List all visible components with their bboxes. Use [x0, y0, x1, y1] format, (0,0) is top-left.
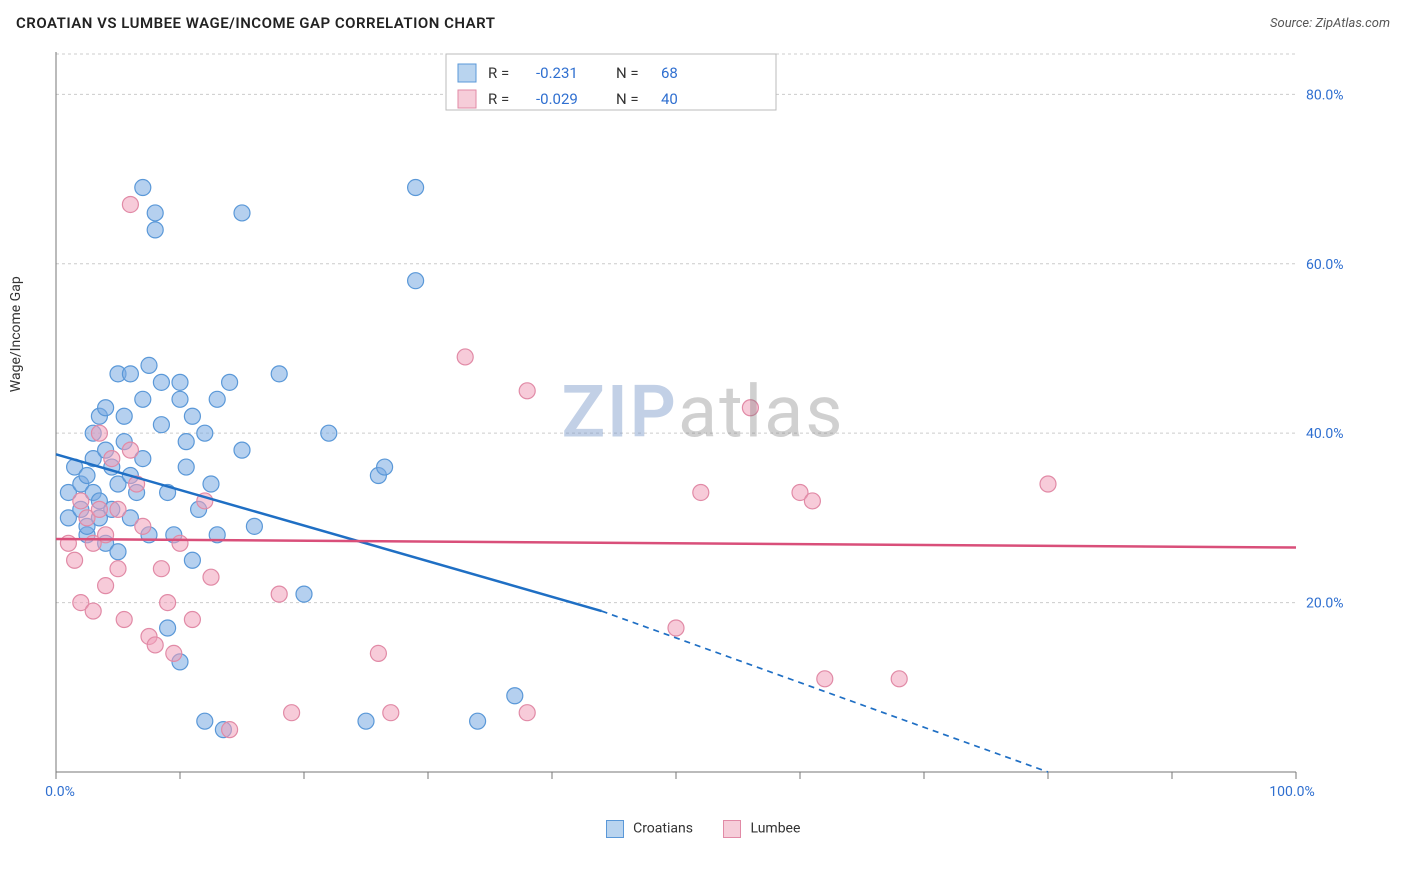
svg-text:0.0%: 0.0%	[45, 784, 75, 800]
svg-text:N =: N =	[616, 90, 639, 108]
svg-text:100.0%: 100.0%	[1269, 784, 1314, 800]
svg-text:N =: N =	[616, 64, 639, 82]
svg-text:-0.029: -0.029	[536, 90, 578, 108]
header: CROATIAN VS LUMBEE WAGE/INCOME GAP CORRE…	[0, 0, 1406, 42]
svg-text:-0.231: -0.231	[536, 64, 578, 82]
y-axis-label: Wage/Income Gap	[8, 276, 24, 392]
legend-label-lumbee: Lumbee	[750, 821, 800, 837]
legend-label-croatians: Croatians	[633, 821, 693, 837]
legend-item-lumbee: Lumbee	[723, 820, 800, 838]
svg-text:40: 40	[661, 90, 678, 108]
legend: Croatians Lumbee	[0, 812, 1406, 846]
swatch-lumbee	[723, 820, 741, 838]
chart-title: CROATIAN VS LUMBEE WAGE/INCOME GAP CORRE…	[16, 14, 495, 32]
svg-text:68: 68	[661, 64, 678, 82]
svg-text:20.0%: 20.0%	[1306, 596, 1344, 612]
swatch-croatians	[606, 820, 624, 838]
scatter-chart: 20.0% 40.0% 60.0% 80.0% 0.0% 100.0% R = -0.231 N…	[16, 42, 1356, 812]
svg-text:R =: R =	[488, 90, 509, 108]
chart-area: Wage/Income Gap 20.0%40.0%60.0%80.0%0.0%…	[16, 42, 1390, 812]
svg-text:40.0%: 40.0%	[1306, 426, 1344, 442]
svg-text:R =: R =	[488, 64, 509, 82]
svg-text:80.0%: 80.0%	[1306, 87, 1344, 103]
source-label: Source:	[1270, 16, 1312, 31]
legend-item-croatians: Croatians	[606, 820, 693, 838]
source-value: ZipAtlas.com	[1315, 16, 1390, 31]
svg-text:60.0%: 60.0%	[1306, 257, 1344, 273]
source: Source: ZipAtlas.com	[1270, 16, 1390, 31]
